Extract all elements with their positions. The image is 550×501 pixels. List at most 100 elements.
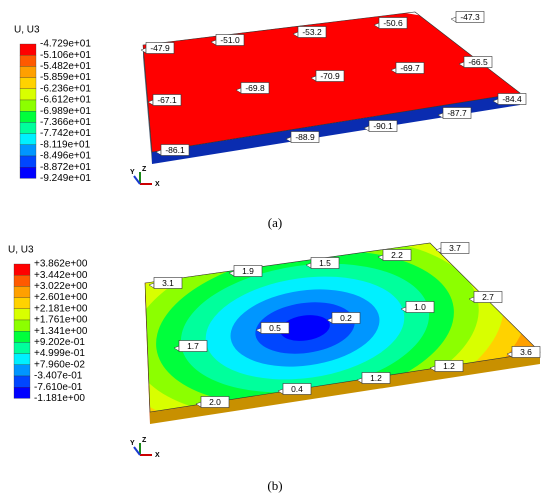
axis-label: Z — [142, 166, 147, 173]
contour-band — [280, 315, 330, 341]
legend-swatch — [19, 66, 37, 78]
probe-label: 0.5 — [269, 323, 281, 333]
probe-label: -47.3 — [460, 12, 480, 22]
legend-swatch — [13, 275, 31, 287]
probe-box — [233, 265, 263, 277]
legend-swatch — [19, 55, 37, 67]
legend-swatch — [19, 99, 37, 112]
probe-box — [473, 291, 503, 303]
probe-label: 2.2 — [391, 250, 403, 260]
probe-label: -69.7 — [400, 63, 420, 73]
legend-swatch — [13, 308, 31, 321]
probe-label: 0.4 — [291, 384, 303, 394]
probe-label: -66.5 — [468, 57, 488, 67]
legend-label: -1.181e+00 — [34, 393, 85, 404]
probe-box — [200, 396, 230, 408]
legend-label: -7.366e+01 — [40, 117, 91, 128]
probe-box — [152, 94, 182, 106]
legend-swatch — [19, 88, 37, 101]
probe-label: -51.0 — [220, 35, 240, 45]
probe-label: 2.7 — [482, 292, 494, 302]
probe-label: -70.9 — [320, 71, 340, 81]
probe-box — [153, 277, 183, 289]
legend-label: -5.482e+01 — [40, 61, 91, 72]
probe-label: 3.6 — [520, 347, 532, 357]
probe-label: 1.0 — [414, 302, 426, 312]
legend-label: -5.859e+01 — [40, 72, 91, 83]
legend-label: +9.202e-01 — [34, 337, 85, 348]
probe-label: -67.1 — [157, 95, 177, 105]
axis-label: Y — [130, 440, 135, 447]
probe-label: 1.2 — [370, 373, 382, 383]
legend-label: -8.119e+01 — [40, 139, 91, 150]
axis-label: Z — [142, 437, 147, 444]
plate-side — [152, 93, 520, 164]
caption: (a) — [268, 215, 282, 230]
legend-label: +3.862e+00 — [34, 259, 88, 270]
probe-box — [368, 120, 398, 132]
legend-label: -8.872e+01 — [40, 162, 91, 173]
probe-pointer — [450, 16, 457, 23]
legend-label: +2.181e+00 — [34, 303, 88, 314]
probe-label: 1.7 — [187, 341, 199, 351]
probe-box — [145, 42, 175, 54]
probe-box — [378, 17, 408, 29]
axis-arrow — [133, 175, 141, 185]
probe-box — [331, 312, 361, 324]
legend-swatch — [19, 144, 37, 157]
probe-label: 0.2 — [340, 313, 352, 323]
probe-box — [160, 144, 190, 156]
legend-label: -6.989e+01 — [40, 106, 91, 117]
legend-swatch — [19, 122, 37, 134]
probe-box — [361, 372, 391, 384]
legend-swatch — [13, 319, 31, 332]
probe-label: -53.2 — [302, 27, 322, 37]
legend-label: -7.742e+01 — [40, 128, 91, 139]
probe-box — [511, 346, 541, 358]
legend-swatch — [19, 43, 37, 56]
axis-label: Y — [130, 169, 135, 176]
axis-label: X — [155, 181, 160, 188]
probe-box — [497, 93, 527, 105]
probe-label: -50.6 — [383, 18, 403, 28]
probe-box — [442, 107, 472, 119]
legend-label: +3.442e+00 — [34, 270, 88, 281]
legend-swatch — [13, 331, 31, 343]
probe-box — [463, 56, 493, 68]
probe-box — [382, 249, 412, 261]
probe-label: -84.4 — [502, 94, 522, 104]
legend-swatch — [13, 297, 31, 309]
probe-label: -47.9 — [150, 43, 170, 53]
legend-label: -3.407e-01 — [34, 371, 83, 382]
legend-swatch — [19, 133, 37, 145]
probe-box — [240, 82, 270, 94]
legend-swatch — [13, 342, 31, 354]
probe-label: -90.1 — [373, 121, 393, 131]
legend-swatch — [13, 286, 31, 298]
probe-label: 1.5 — [319, 258, 331, 268]
legend-label: -6.236e+01 — [40, 83, 91, 94]
legend-label: +1.341e+00 — [34, 326, 88, 337]
axis-arrow — [133, 446, 141, 456]
legend-label: -6.612e+01 — [40, 95, 91, 106]
probe-box — [395, 62, 425, 74]
probe-box — [215, 34, 245, 46]
probe-box — [434, 360, 464, 372]
probe-label: -87.7 — [447, 108, 467, 118]
plate-edge — [142, 11, 521, 153]
probe-box — [297, 26, 327, 38]
probe-label: -88.9 — [295, 132, 315, 142]
annotations: U, U3-4.729e+01-5.106e+01-5.482e+01-5.85… — [8, 11, 541, 493]
probe-box — [440, 242, 470, 254]
legend-label: -4.729e+01 — [40, 39, 91, 50]
legend-swatch — [13, 263, 31, 276]
probe-label: -86.1 — [165, 145, 185, 155]
probe-box — [310, 257, 340, 269]
legend-label: +2.601e+00 — [34, 292, 88, 303]
legend-swatch — [19, 155, 37, 168]
caption: (b) — [267, 478, 282, 493]
legend-title: U, U3 — [8, 245, 34, 256]
probe-label: 3.7 — [449, 243, 461, 253]
probe-box — [405, 301, 435, 313]
